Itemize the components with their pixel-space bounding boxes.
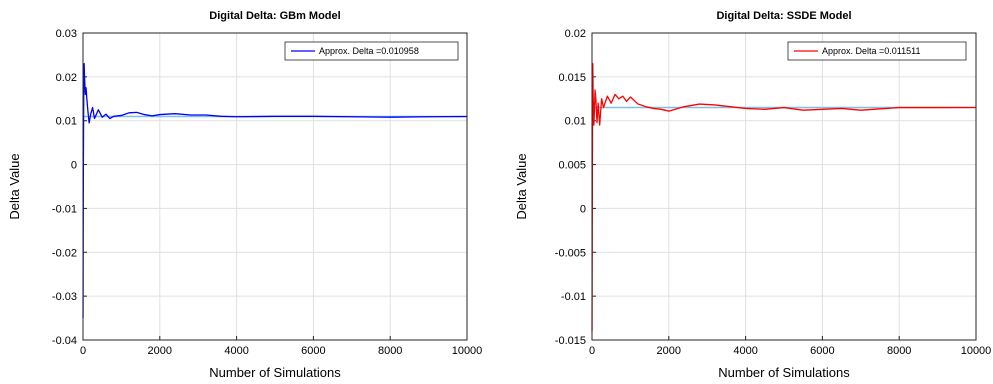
legend-box — [787, 41, 967, 61]
y-tick-label: -0.04 — [52, 335, 77, 347]
y-tick-label: -0.005 — [555, 247, 586, 259]
y-tick-label: -0.01 — [52, 203, 77, 215]
y-tick-label: -0.015 — [555, 335, 586, 347]
y-tick-label: 0.005 — [558, 160, 586, 172]
legend: Approx. Delta =0.011511 — [787, 41, 967, 61]
x-tick-label: 4000 — [224, 345, 248, 357]
x-tick-label: 0 — [80, 345, 86, 357]
y-tick-label: -0.01 — [561, 291, 586, 303]
x-tick-label: 2000 — [657, 345, 681, 357]
y-axis-label: Delta Value — [514, 153, 529, 219]
x-tick-label: 8000 — [378, 345, 402, 357]
y-tick-label: -0.03 — [52, 291, 77, 303]
y-tick-label: -0.02 — [52, 247, 77, 259]
y-tick-label: 0.02 — [565, 28, 586, 40]
chart-title: Digital Delta: SSDE Model — [716, 10, 851, 22]
y-tick-label: 0.01 — [565, 116, 586, 128]
chart-panel-1: 0 2000 4000 6000 8000 10000 -0.04 -0.03 -0.02 -0.… — [7, 10, 482, 380]
x-tick-label: 10000 — [961, 345, 992, 357]
y-tick-label: 0 — [580, 203, 586, 215]
x-tick-label: 8000 — [887, 345, 911, 357]
axes-frame — [591, 32, 977, 341]
legend: Approx. Delta =0.010958 — [284, 41, 459, 61]
plot-area — [83, 33, 467, 340]
x-tick-label: 0 — [589, 345, 595, 357]
y-tick-label: 0.01 — [56, 116, 77, 128]
y-axis-label: Delta Value — [7, 153, 22, 219]
x-tick-label: 4000 — [733, 345, 757, 357]
x-axis-label: Number of Simulations — [718, 365, 850, 380]
x-tick-label: 10000 — [452, 345, 483, 357]
series-line-1 — [591, 63, 977, 332]
y-tick-label: 0.03 — [56, 28, 77, 40]
x-axis-label: Number of Simulations — [209, 365, 341, 380]
series-line-1 — [82, 63, 468, 319]
y-tick-label: 0.015 — [558, 72, 586, 84]
legend-label: Approx. Delta =0.011511 — [822, 46, 921, 56]
x-tick-label: 6000 — [810, 345, 834, 357]
y-tick-label: 0.02 — [56, 72, 77, 84]
plot-area — [592, 33, 976, 340]
legend-label: Approx. Delta =0.010958 — [319, 46, 419, 56]
axes-frame — [82, 32, 468, 341]
chart-title: Digital Delta: GBm Model — [209, 10, 340, 22]
x-tick-label: 2000 — [148, 345, 172, 357]
chart-panel-2: 0 2000 4000 6000 8000 10000 -0.015 -0.01 -0.005 0… — [514, 10, 991, 380]
x-tick-label: 6000 — [301, 345, 325, 357]
legend-box — [284, 41, 459, 61]
y-tick-label: 0 — [71, 160, 77, 172]
